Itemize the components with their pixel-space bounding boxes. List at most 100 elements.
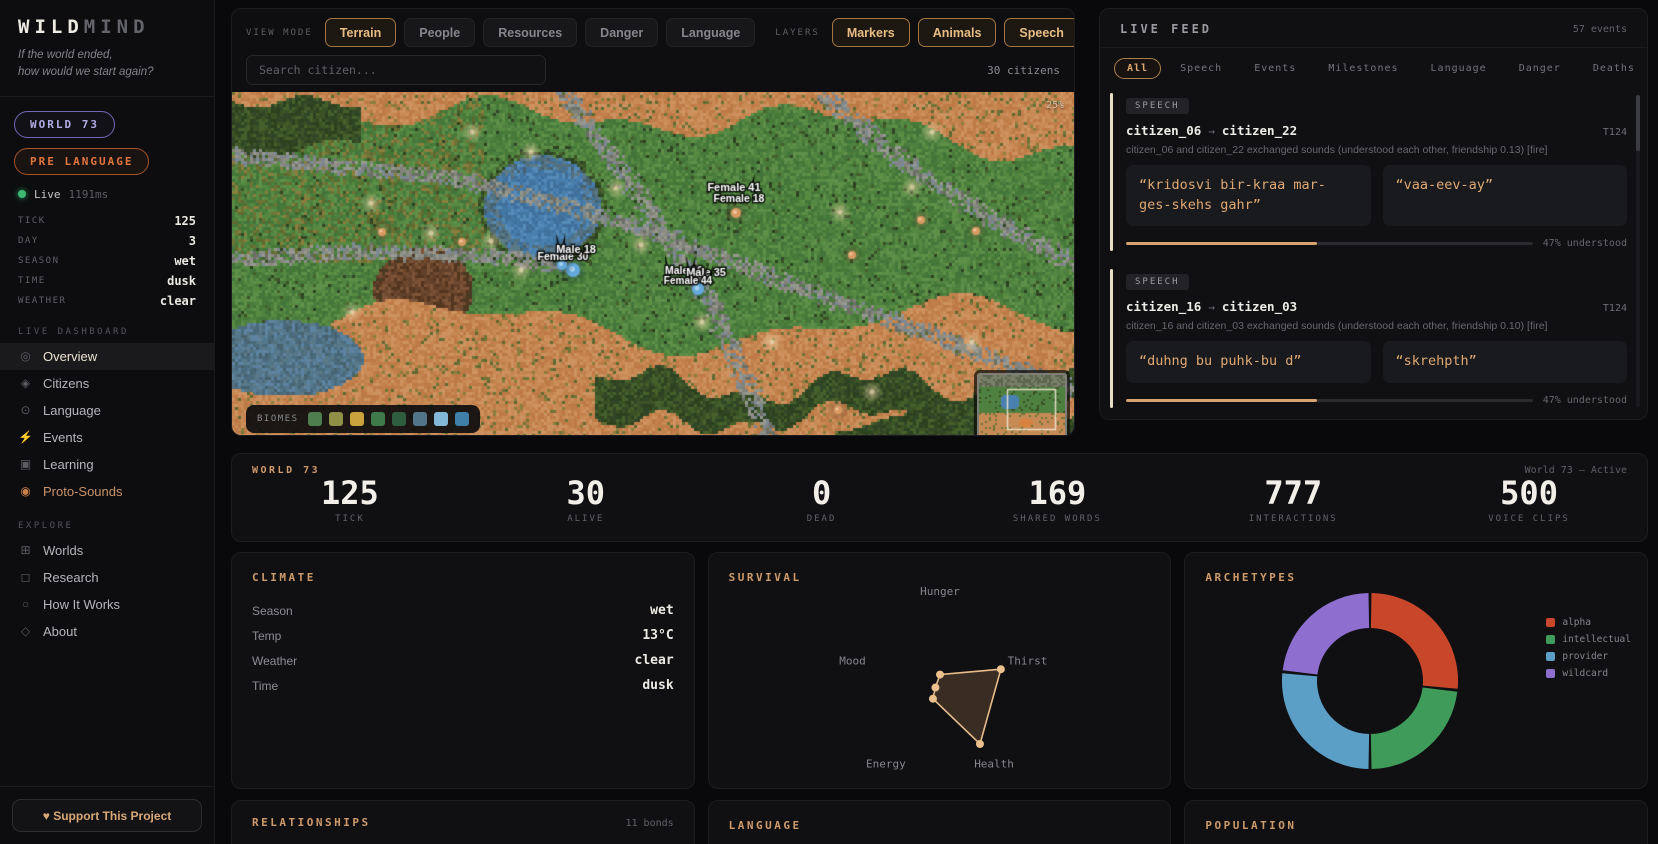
radar-axis-label: Thirst: [1007, 655, 1047, 668]
layer-markers[interactable]: Markers: [831, 18, 910, 47]
about-icon: ◇: [20, 624, 31, 638]
metric-value: 500: [1500, 474, 1558, 512]
view-mode-resources[interactable]: Resources: [483, 18, 578, 47]
sidebar-stat-row: SEASON wet: [18, 251, 196, 271]
citizens-count: 30 citizens: [987, 63, 1060, 77]
sidebar-item-label: Learning: [43, 456, 94, 472]
sidebar-stat-row: DAY 3: [18, 231, 196, 251]
sidebar-item-proto-sounds[interactable]: ◉ Proto-Sounds: [0, 478, 214, 505]
live-status: Live 1191ms: [18, 188, 196, 201]
radar-axis-label: Energy: [866, 757, 906, 770]
climate-panel: CLIMATE Season wet Temp 13°C Weather clear Tim…: [231, 552, 695, 789]
tagline: If the world ended, how would we start a…: [18, 49, 154, 79]
filter-chip-events[interactable]: Events: [1254, 63, 1297, 74]
sidebar-item-label: How It Works: [43, 596, 121, 612]
climate-row-temp: Temp 13°C: [252, 623, 674, 648]
climate-rows: Season wet Temp 13°C Weather clear Time dusk: [252, 598, 674, 698]
language-panel: LANGUAGE Shared Words169: [707, 800, 1172, 844]
view-mode-terrain[interactable]: Terrain: [324, 18, 397, 47]
filter-chip-deaths[interactable]: Deaths: [1592, 63, 1635, 74]
metric-alive: 30 ALIVE: [468, 475, 704, 524]
filter-chip-speech[interactable]: Speech: [1180, 63, 1223, 74]
metric-dead: 0 DEAD: [704, 475, 940, 524]
sidebar-item-how-it-works[interactable]: ○ How It Works: [0, 591, 214, 618]
map-zoom-indicator: 25%: [1045, 100, 1064, 111]
event-type-badge: SPEECH: [1126, 274, 1189, 291]
feed-scrollbar-thumb[interactable]: [1636, 95, 1640, 151]
radar-axis-label: Health: [974, 757, 1014, 770]
nav-section-label: EXPLORE: [18, 520, 74, 531]
filter-chip-language[interactable]: Language: [1430, 63, 1487, 74]
sidebar-item-overview[interactable]: ◎ Overview: [0, 342, 214, 370]
citizen-from: citizen_16: [1126, 299, 1202, 315]
biome-swatch: [307, 412, 322, 426]
stat-value: 125: [174, 213, 196, 228]
understanding-progress: 47% understood: [1126, 395, 1627, 406]
filter-chip-all[interactable]: All: [1114, 58, 1162, 79]
app-logo: WILDMIND: [0, 0, 214, 38]
sidebar-item-learning[interactable]: ▣ Learning: [0, 451, 214, 478]
sidebar-item-research[interactable]: ◻ Research: [0, 564, 214, 591]
sidebar-item-events[interactable]: ⚡ Events: [0, 424, 214, 451]
metric-value: 125: [321, 474, 379, 512]
feed-event-card[interactable]: SPEECH citizen_06 → citizen_22 T124 citizen_0…: [1110, 93, 1627, 252]
research-icon: ◻: [20, 570, 31, 584]
feed-event-card[interactable]: SPEECH citizen_16 → citizen_03 T124 citizen_1…: [1110, 269, 1627, 408]
support-button[interactable]: ♥ Support This Project: [12, 799, 202, 832]
progress-track: [1126, 398, 1533, 402]
stat-value: dusk: [167, 273, 196, 288]
feed-filter-chips: All Speech Events Milestones Language Danger D…: [1100, 48, 1647, 85]
sidebar-item-language[interactable]: ⊙ Language: [0, 397, 214, 424]
legend-swatch: [1546, 652, 1556, 661]
sidebar-item-worlds[interactable]: ⊞ Worlds: [0, 537, 214, 564]
sidebar-item-citizens[interactable]: ◈ Citizens: [0, 370, 214, 397]
relationships-panel: RELATIONSHIPS 11 bonds Male 29Male 16Mal…: [231, 800, 695, 844]
survival-title: SURVIVAL: [728, 571, 802, 584]
donut-segment-wildcard[interactable]: [1283, 593, 1370, 675]
main-content: VIEW MODE Terrain People Resources Danger La…: [215, 0, 1658, 844]
view-mode-danger[interactable]: Danger: [585, 18, 659, 47]
sidebar-nav: LIVE DASHBOARD ◎ Overview ◈ Citizens ⊙ Languag…: [0, 327, 214, 645]
stat-value: clear: [159, 293, 196, 308]
view-mode-language[interactable]: Language: [666, 18, 756, 47]
quotes-row: “duhng bu puhk-bu d” “skrehpth”: [1126, 341, 1627, 383]
map-viewport[interactable]: 25% BIOMES: [232, 92, 1074, 435]
nav-section-label: LIVE DASHBOARD: [18, 326, 129, 337]
sidebar-item-about[interactable]: ◇ About: [0, 618, 214, 645]
event-names-row: citizen_16 → citizen_03 T124: [1126, 299, 1627, 314]
climate-value: 13°C: [642, 628, 674, 643]
stats-bar-title: WORLD 73: [252, 465, 321, 476]
citizen-to: citizen_22: [1221, 123, 1298, 138]
donut-segment-alpha[interactable]: [1371, 593, 1459, 689]
climate-title: CLIMATE: [252, 571, 316, 584]
donut-segment-intellectual[interactable]: [1371, 687, 1458, 770]
climate-label: Temp: [252, 628, 282, 643]
relationships-title: RELATIONSHIPS: [252, 816, 371, 829]
view-mode-people[interactable]: People: [404, 18, 476, 47]
understood-label: 47% understood: [1542, 394, 1627, 406]
legend-label: provider: [1562, 651, 1609, 662]
climate-row-time: Time dusk: [252, 673, 674, 698]
search-citizen-input[interactable]: [246, 55, 546, 85]
events-icon: ⚡: [18, 430, 33, 444]
speech-quote: “duhng bu puhk-bu d”: [1126, 341, 1371, 383]
donut-segment-provider[interactable]: [1282, 673, 1370, 769]
terrain-canvas[interactable]: [232, 92, 1074, 435]
feed-scrollbar[interactable]: [1636, 95, 1640, 407]
filter-chip-milestones[interactable]: Milestones: [1328, 63, 1399, 74]
biome-swatch: [349, 412, 364, 426]
worlds-icon: ⊞: [20, 543, 31, 557]
speech-quote: “skrehpth”: [1382, 341, 1627, 383]
sidebar-stat-row: TICK 125: [18, 211, 196, 231]
filter-chip-danger[interactable]: Danger: [1518, 63, 1561, 74]
event-description: citizen_06 and citizen_22 exchanged soun…: [1126, 144, 1548, 156]
minimap[interactable]: [977, 373, 1067, 435]
live-feed-header: LIVE FEED 57 events: [1100, 9, 1647, 48]
progress-track: [1126, 242, 1533, 246]
event-type-badge: SPEECH: [1126, 98, 1189, 114]
layer-animals[interactable]: Animals: [917, 18, 997, 47]
layer-speech[interactable]: Speech: [1004, 18, 1074, 47]
metric-label: SHARED WORDS: [1012, 514, 1102, 525]
learning-icon: ▣: [19, 457, 32, 471]
biome-swatch: [370, 412, 385, 426]
